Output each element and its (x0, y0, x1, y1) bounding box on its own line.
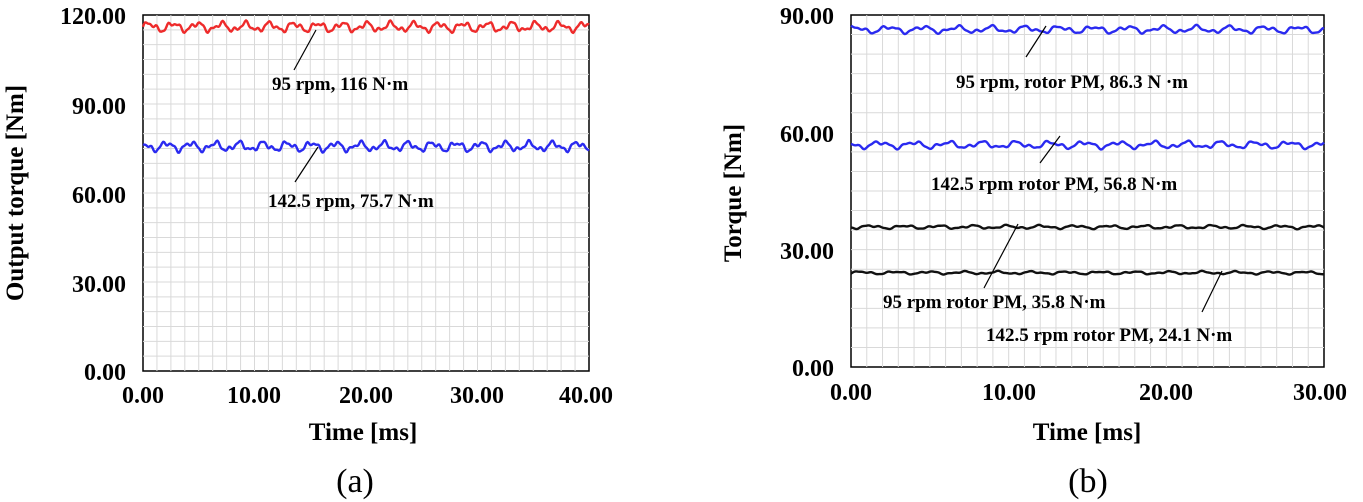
chart-b-ytick-label: 90.00 (780, 4, 834, 30)
chart-b-leader-line (1039, 135, 1061, 164)
chart-b-xtick-label: 0.00 (830, 380, 872, 406)
chart-b-ytick-label: 60.00 (780, 122, 834, 148)
chart-b-caption: (b) (1068, 463, 1108, 500)
chart-a-xtick-label: 30.00 (450, 383, 504, 409)
chart-a-ytick-label: 120.00 (60, 4, 126, 30)
chart-a-ytick-label: 0.00 (84, 360, 126, 386)
chart-b-leader-line (1201, 270, 1223, 313)
chart-b-leader-line (983, 223, 1019, 289)
chart-a-series (141, 19, 590, 154)
chart-b-xtick-label: 20.00 (1139, 380, 1193, 406)
chart-a-caption: (a) (336, 463, 374, 500)
chart-a-xtick-label: 0.00 (122, 383, 164, 409)
chart-b-xtick-label: 30.00 (1293, 380, 1347, 406)
chart-a-series-line (141, 19, 590, 35)
chart-b-ytick-label: 0.00 (792, 356, 834, 382)
chart-a-x-axis-label: Time [ms] (309, 419, 418, 446)
chart-b-leader-line (1025, 25, 1047, 58)
chart-b: 0.00 30.00 60.00 90.00 0.00 10.00 20.00 … (720, 4, 1347, 500)
chart-a-annotation: 95 rpm, 116 N·m (272, 74, 408, 95)
chart-a-leader-line (294, 146, 319, 183)
chart-b-series-line (850, 139, 1325, 151)
chart-a: 0.00 30.00 60.00 90.00 120.00 0.00 10.00… (2, 4, 613, 500)
chart-b-y-axis-label: Torque [Nm] (720, 124, 747, 262)
chart-b-series-line (850, 269, 1325, 276)
chart-a-xtick-label: 10.00 (227, 383, 281, 409)
chart-a-leader-line (293, 29, 317, 71)
chart-b-annotation: 142.5 rpm rotor PM, 24.1 N·m (986, 325, 1232, 346)
chart-a-series-line (142, 138, 590, 154)
chart-a-xtick-label: 40.00 (559, 383, 613, 409)
chart-b-series-line (850, 23, 1325, 36)
chart-a-xtick-label: 20.00 (339, 383, 393, 409)
chart-a-annotation: 142.5 rpm, 75.7 N·m (268, 191, 434, 212)
chart-a-y-axis-label: Output torque [Nm] (2, 85, 29, 301)
chart-b-series-line (850, 223, 1325, 231)
chart-b-x-axis-label: Time [ms] (1033, 419, 1142, 446)
chart-a-ytick-label: 30.00 (72, 272, 126, 298)
chart-a-ytick-label: 60.00 (72, 183, 126, 209)
chart-b-annotation: 95 rpm rotor PM, 35.8 N·m (883, 292, 1106, 313)
chart-b-annotation: 142.5 rpm rotor PM, 56.8 N·m (931, 174, 1177, 195)
chart-b-series (850, 23, 1325, 276)
chart-b-ytick-label: 30.00 (780, 239, 834, 265)
chart-b-grid (851, 15, 1324, 367)
chart-b-xtick-label: 10.00 (982, 380, 1036, 406)
chart-a-ytick-label: 90.00 (72, 94, 126, 120)
chart-a-grid (143, 15, 589, 371)
chart-b-annotation: 95 rpm, rotor PM, 86.3 N ·m (956, 72, 1188, 93)
